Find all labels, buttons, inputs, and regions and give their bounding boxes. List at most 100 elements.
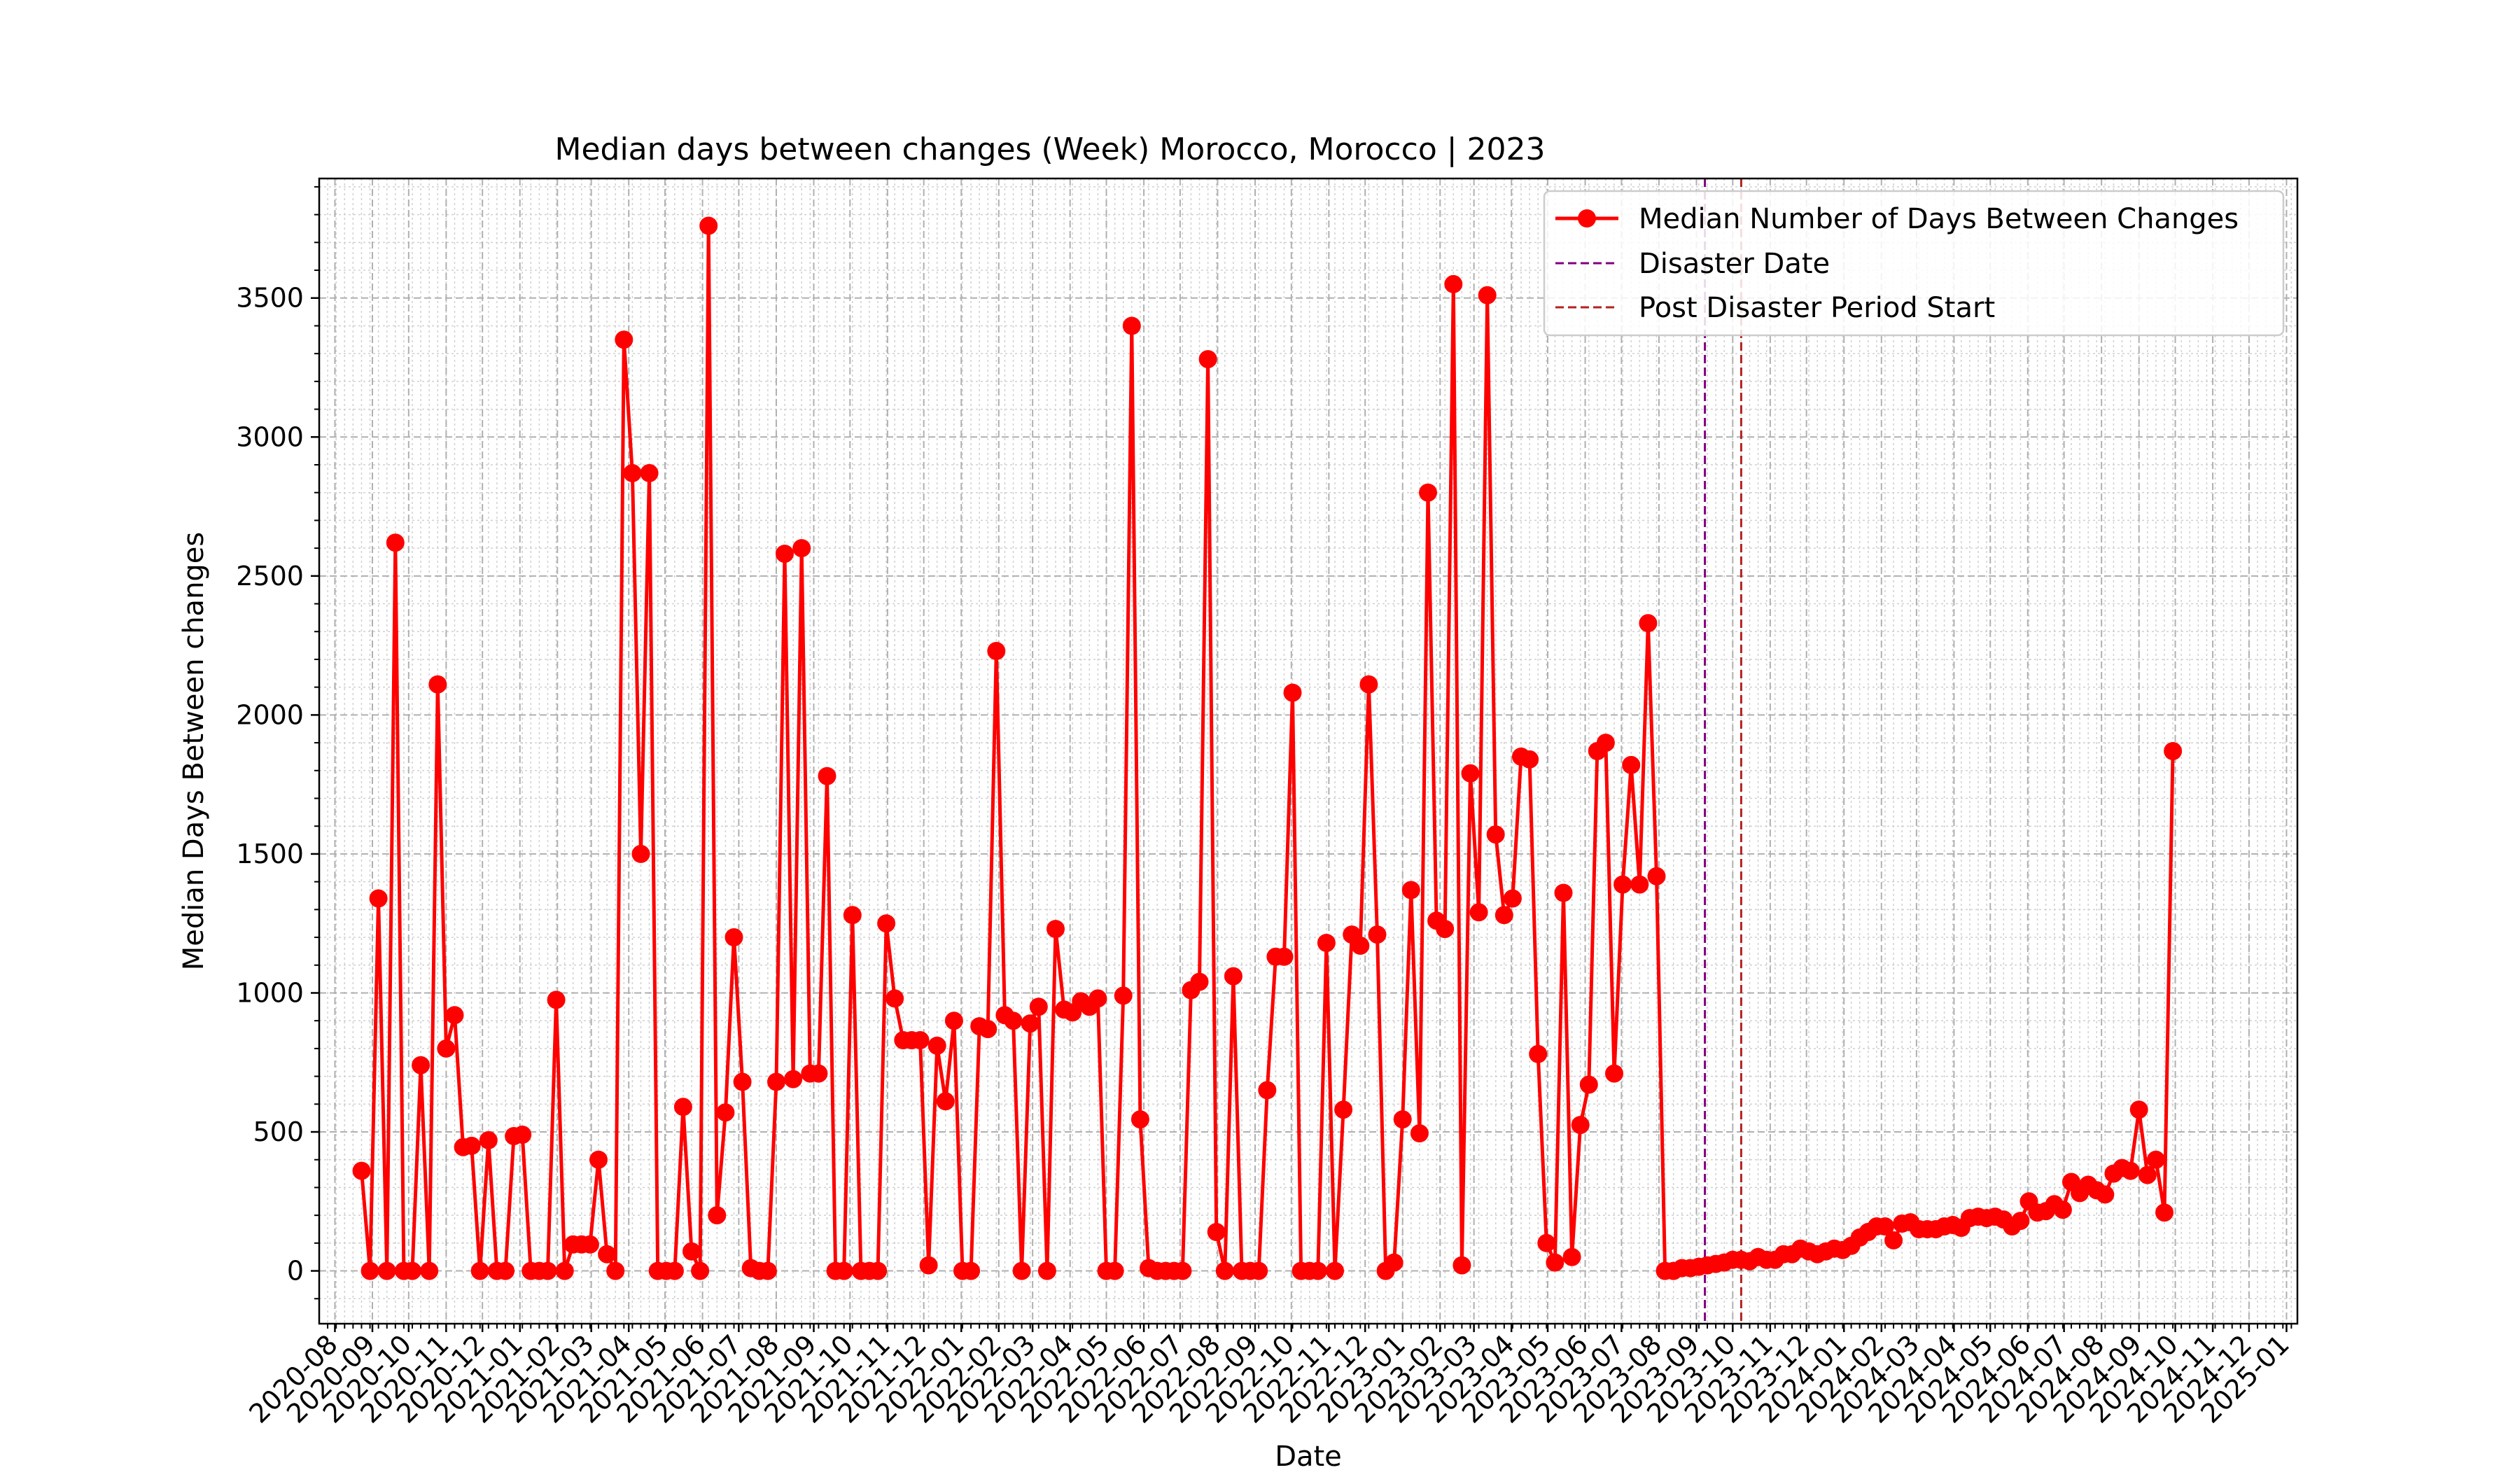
data-point <box>1478 286 1497 304</box>
legend-marker-series <box>1578 209 1596 227</box>
data-point <box>555 1261 574 1280</box>
chart-title: Median days between changes (Week) Moroc… <box>554 132 1545 167</box>
data-point <box>1444 274 1463 293</box>
y-tick-label: 3500 <box>236 283 304 314</box>
data-point <box>1258 1081 1277 1100</box>
data-point <box>352 1161 371 1180</box>
data-point <box>462 1136 481 1155</box>
y-axis-label: Median Days Between changes <box>178 532 210 971</box>
data-point <box>479 1130 498 1149</box>
data-point <box>470 1261 489 1280</box>
data-point <box>1368 925 1387 944</box>
data-point <box>691 1261 710 1280</box>
data-point <box>420 1261 439 1280</box>
data-point <box>1207 1223 1226 1241</box>
data-point <box>1359 675 1378 694</box>
data-point <box>606 1261 625 1280</box>
y-axis: 0 500 1000 1500 2000 2500 3000 3500 <box>236 186 319 1300</box>
data-point <box>580 1235 599 1254</box>
x-axis-label: Date <box>1275 1441 1342 1470</box>
data-point <box>1554 883 1573 902</box>
data-point <box>2146 1150 2165 1169</box>
data-point <box>1529 1044 1548 1063</box>
data-point <box>869 1261 888 1280</box>
data-point <box>1326 1261 1344 1280</box>
data-point <box>377 1261 396 1280</box>
data-point <box>1037 1261 1056 1280</box>
legend-label-post-disaster: Post Disaster Period Start <box>1639 292 1995 324</box>
data-point <box>758 1261 777 1280</box>
data-point <box>1190 972 1209 991</box>
data-point <box>1419 483 1437 502</box>
data-point <box>2053 1200 2072 1219</box>
data-point <box>979 1020 997 1039</box>
data-point <box>936 1092 955 1111</box>
data-point <box>919 1256 938 1275</box>
data-point <box>682 1242 701 1261</box>
data-point <box>767 1072 785 1091</box>
series-group <box>352 216 2183 1280</box>
data-point <box>631 844 650 863</box>
data-point <box>1494 906 1513 925</box>
data-point <box>1283 683 1302 702</box>
data-point <box>360 1261 379 1280</box>
data-point <box>1130 1110 1149 1129</box>
data-point <box>1537 1233 1556 1252</box>
data-point <box>1114 986 1133 1005</box>
data-point <box>1004 1011 1023 1030</box>
data-point <box>1012 1261 1031 1280</box>
data-point <box>1029 997 1048 1016</box>
data-point <box>877 914 896 933</box>
data-point <box>665 1261 684 1280</box>
data-point <box>784 1070 803 1088</box>
data-point <box>1639 614 1658 633</box>
data-point <box>615 330 634 349</box>
data-point <box>1250 1261 1268 1280</box>
data-point <box>843 906 862 925</box>
vertical-lines <box>1704 178 1742 1324</box>
data-point <box>1308 1261 1327 1280</box>
data-point <box>1385 1253 1404 1272</box>
data-point <box>818 766 836 785</box>
legend-label-disaster: Disaster Date <box>1639 248 1830 280</box>
data-point <box>1215 1261 1234 1280</box>
data-point <box>1546 1253 1564 1272</box>
data-point <box>598 1245 617 1264</box>
data-point <box>1224 967 1242 986</box>
y-tick-label: 2500 <box>236 561 304 592</box>
data-point <box>386 533 405 552</box>
data-point <box>1630 875 1649 894</box>
data-point <box>1436 920 1455 939</box>
data-point <box>911 1031 930 1049</box>
data-point <box>962 1261 981 1280</box>
data-point <box>445 1006 464 1025</box>
data-point <box>944 1011 963 1030</box>
data-point <box>733 1072 752 1091</box>
data-point <box>792 539 811 558</box>
data-point <box>1579 1075 1598 1094</box>
data-point <box>809 1064 828 1083</box>
data-point <box>403 1261 421 1280</box>
data-point <box>589 1150 608 1169</box>
data-point <box>1317 934 1336 952</box>
data-point <box>1046 920 1065 939</box>
data-point <box>724 928 743 946</box>
data-point <box>437 1039 456 1058</box>
x-axis: 2020-082020-092020-102020-112020-122021-… <box>243 1324 2295 1429</box>
data-point <box>412 1056 430 1074</box>
y-tick-label: 2000 <box>236 699 304 730</box>
data-point <box>1275 947 1294 966</box>
data-point <box>538 1261 557 1280</box>
data-point <box>1486 825 1505 844</box>
y-tick-label: 3000 <box>236 421 304 452</box>
data-point <box>699 216 718 235</box>
data-point <box>1571 1116 1590 1135</box>
data-point <box>716 1103 735 1122</box>
data-point <box>1596 734 1615 752</box>
data-point <box>834 1261 853 1280</box>
y-tick-label: 500 <box>253 1116 304 1147</box>
data-point <box>673 1098 692 1116</box>
data-point <box>1614 875 1632 894</box>
data-point <box>886 989 904 1008</box>
data-point <box>1876 1217 1894 1236</box>
